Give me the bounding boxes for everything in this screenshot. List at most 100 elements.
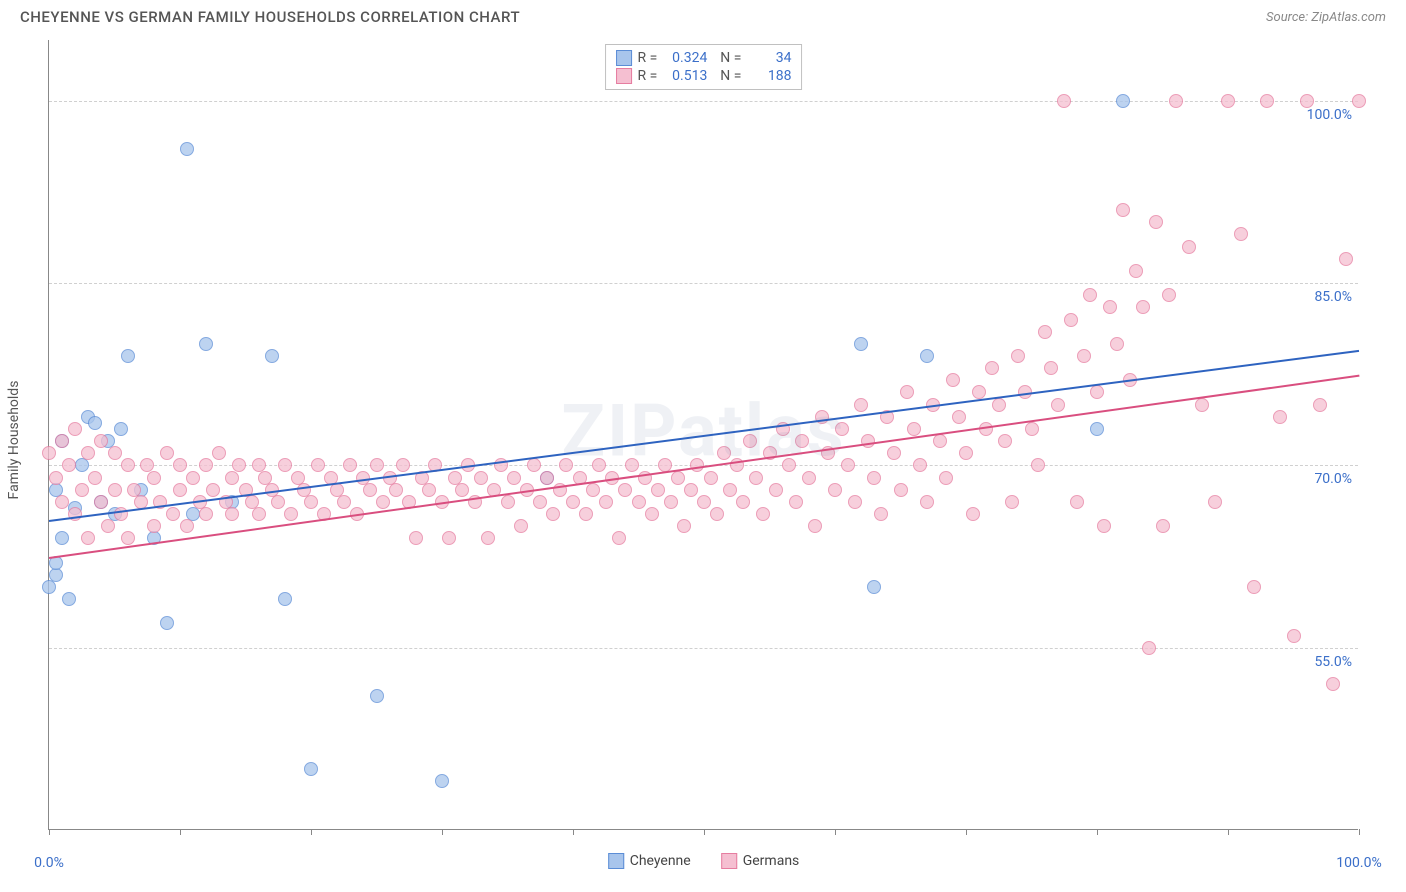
data-point-germans [225,507,239,521]
legend-r-label: R = [638,68,658,84]
legend-row-cheyenne: R = 0.324 N = 34 [616,49,792,67]
data-point-germans [1090,385,1104,399]
data-point-germans [1326,677,1340,691]
data-point-germans [1083,288,1097,302]
data-point-germans [108,446,122,460]
data-point-cheyenne [1090,422,1104,436]
data-point-germans [1169,94,1183,108]
data-point-germans [49,471,63,485]
data-point-germans [62,458,76,472]
data-point-germans [311,458,325,472]
plot-area: ZIPatlas R = 0.324 N = 34 R = 0.513 N = … [48,40,1358,830]
data-point-germans [632,495,646,509]
data-point-germans [166,507,180,521]
data-point-germans [795,434,809,448]
data-point-germans [507,471,521,485]
legend-series: Cheyenne Germans [608,853,800,869]
data-point-germans [749,471,763,485]
data-point-germans [736,495,750,509]
data-point-germans [625,458,639,472]
data-point-cheyenne [49,568,63,582]
data-point-germans [1110,337,1124,351]
chart-source: Source: ZipAtlas.com [1266,10,1386,25]
data-point-germans [108,483,122,497]
data-point-germans [81,531,95,545]
data-point-germans [1260,94,1274,108]
data-point-germans [278,458,292,472]
data-point-germans [160,446,174,460]
x-tick-label: 100.0% [1336,855,1381,871]
data-point-cheyenne [370,689,384,703]
data-point-germans [422,483,436,497]
data-point-germans [1352,94,1366,108]
data-point-germans [671,471,685,485]
data-point-germans [1247,580,1261,594]
data-point-germans [939,471,953,485]
chart-title: CHEYENNE VS GERMAN FAMILY HOUSEHOLDS COR… [20,8,520,26]
data-point-germans [743,434,757,448]
data-point-germans [704,471,718,485]
legend-swatch-cheyenne-icon [608,853,624,869]
data-point-germans [455,483,469,497]
chart-header: CHEYENNE VS GERMAN FAMILY HOUSEHOLDS COR… [0,0,1406,30]
data-point-germans [533,495,547,509]
data-point-germans [966,507,980,521]
data-point-germans [782,458,796,472]
y-tick-label: 55.0% [1314,654,1352,670]
data-point-germans [55,495,69,509]
data-point-germans [874,507,888,521]
data-point-germans [677,519,691,533]
data-point-germans [540,471,554,485]
data-point-germans [592,458,606,472]
data-point-germans [664,495,678,509]
data-point-germans [1097,519,1111,533]
data-point-germans [684,483,698,497]
data-point-germans [1031,458,1045,472]
data-point-germans [173,458,187,472]
data-point-germans [1339,252,1353,266]
data-point-germans [75,483,89,497]
data-point-germans [1129,264,1143,278]
data-point-germans [199,458,213,472]
data-point-germans [933,434,947,448]
data-point-germans [284,507,298,521]
legend-r-label: R = [638,50,658,66]
legend-item-cheyenne: Cheyenne [608,853,691,869]
data-point-germans [514,519,528,533]
data-point-germans [474,471,488,485]
data-point-cheyenne [62,592,76,606]
data-point-cheyenne [88,416,102,430]
data-point-germans [612,531,626,545]
data-point-germans [121,458,135,472]
data-point-cheyenne [1116,94,1130,108]
data-point-germans [998,434,1012,448]
data-point-cheyenne [278,592,292,606]
data-point-germans [848,495,862,509]
data-point-germans [180,519,194,533]
data-point-germans [808,519,822,533]
data-point-germans [1103,300,1117,314]
data-point-germans [389,483,403,497]
data-point-germans [147,471,161,485]
data-point-germans [1313,398,1327,412]
data-point-germans [586,483,600,497]
x-tick [1228,829,1229,835]
data-point-cheyenne [920,349,934,363]
data-point-germans [854,398,868,412]
data-point-germans [756,507,770,521]
data-point-germans [304,495,318,509]
data-point-germans [1136,300,1150,314]
data-point-cheyenne [75,458,89,472]
data-point-germans [1064,313,1078,327]
data-point-germans [225,471,239,485]
data-point-germans [894,483,908,497]
data-point-cheyenne [435,774,449,788]
data-point-germans [566,495,580,509]
data-point-germans [972,385,986,399]
data-point-germans [1038,325,1052,339]
data-point-germans [173,483,187,497]
x-tick [442,829,443,835]
data-point-germans [946,373,960,387]
data-point-cheyenne [854,337,868,351]
data-point-germans [828,483,842,497]
